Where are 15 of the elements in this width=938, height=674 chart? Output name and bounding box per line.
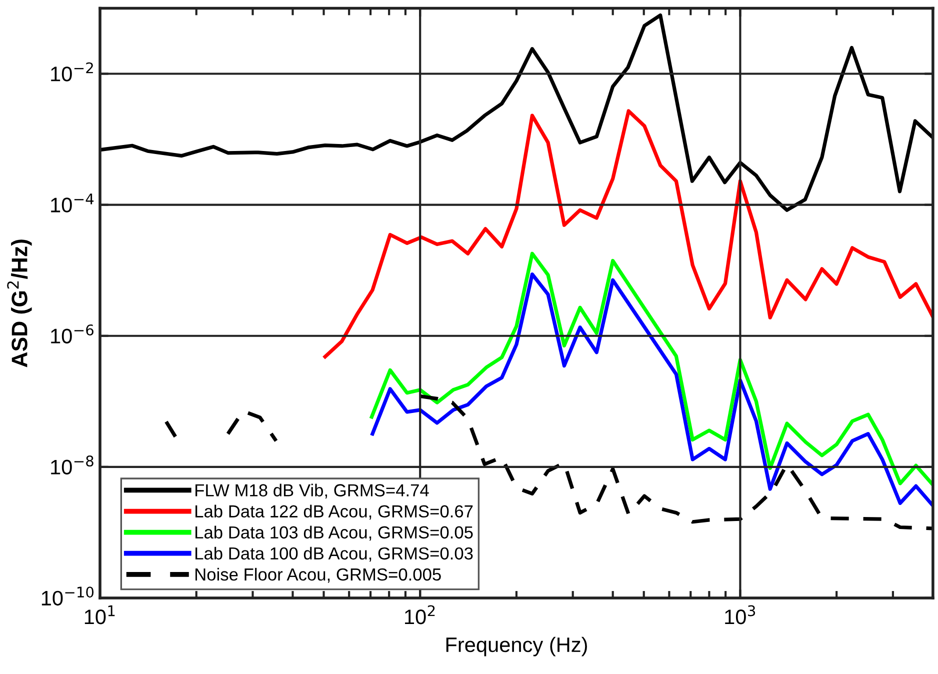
x-tick-label: 10$^{2}$ [405, 605, 435, 624]
legend-label: Noise Floor Acou, GRMS=0.005 [196, 568, 441, 583]
x-tick-label: 10$^{3}$ [725, 605, 756, 624]
legend-label: Lab Data 103 dB Acou, GRMS=0.05 [196, 526, 473, 541]
y-tick-label: 10$^{−10}$ [42, 586, 94, 606]
y-tick-label: 10$^{−4}$ [51, 194, 94, 212]
y-tick-label: 10$^{−6}$ [51, 324, 94, 344]
x-axis-title: Frequency (Hz) [446, 636, 587, 656]
x-tick-label: 10$^{1}$ [84, 605, 115, 624]
y-tick-label: 10$^{−8}$ [51, 456, 94, 475]
y-axis-title: ASD (G$^{2}$/Hz) [7, 240, 32, 368]
y-tick-label: 10$^{−2}$ [51, 62, 93, 82]
legend-label: Lab Data 122 dB Acou, GRMS=0.67 [196, 504, 473, 520]
legend-label: FLW M18 dB Vib, GRMS=4.74 [196, 484, 429, 499]
legend-label: Lab Data 100 dB Acou, GRMS=0.03 [196, 546, 473, 562]
